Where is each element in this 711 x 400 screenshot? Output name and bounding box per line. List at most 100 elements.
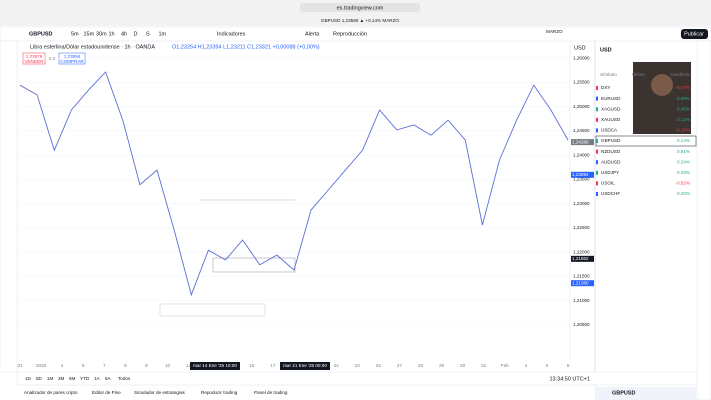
buy-label[interactable]: COMPRAR <box>60 59 84 64</box>
x-tick-label: 9 <box>145 363 148 368</box>
watchlist-change: 0.51% <box>677 149 690 154</box>
row-marker <box>596 170 598 175</box>
watchlist-symbol[interactable]: USDCA <box>601 128 618 133</box>
bottom-tab[interactable]: Repoducir trading <box>201 390 238 395</box>
y-tick-label: 1,22000 <box>573 249 590 254</box>
clock: 13:34:50 UTC+1 <box>549 376 590 382</box>
y-tick-label: 1,22500 <box>573 225 590 230</box>
bottom-toolbar <box>16 371 698 386</box>
watchlist-symbol[interactable]: USDCHF <box>601 191 620 196</box>
watchlist-symbol[interactable]: XAUUSD <box>601 117 621 122</box>
top-toolbar <box>0 26 711 42</box>
left-toolbar <box>0 40 18 373</box>
buy-price[interactable]: 1,23594 <box>64 54 81 59</box>
bottom-tab[interactable]: Editor de Pine <box>92 390 121 395</box>
x-tick-label: 6 <box>567 363 570 368</box>
y-tick-label: 1,26000 <box>573 55 590 60</box>
watchlist-symbol[interactable]: NZDUSD <box>601 149 621 154</box>
watchlist-change: 0.12% <box>677 117 690 122</box>
watchlist-change: -0.10% <box>675 128 690 133</box>
y-tick-label: 1,24000 <box>573 152 590 157</box>
interval[interactable]: D <box>134 31 138 37</box>
bottom-tab[interactable]: Simulador de estrategias <box>134 390 186 395</box>
price-badge <box>571 280 594 287</box>
range-button[interactable]: YTD <box>80 376 90 381</box>
range-button[interactable]: 3M <box>58 376 65 381</box>
y-tick-label: 1,21500 <box>573 274 590 279</box>
interval[interactable]: 1m <box>159 31 167 37</box>
cursor-label-box <box>280 362 330 370</box>
range-button[interactable]: 6M <box>69 376 76 381</box>
x-tick-label: 6 <box>82 363 85 368</box>
replay[interactable]: Reproducción <box>333 31 367 37</box>
bottom-tabs <box>0 386 595 400</box>
row-marker <box>596 107 598 112</box>
x-tick-label: 30 <box>460 363 466 368</box>
footer-symbol-box <box>596 387 696 400</box>
watchlist-symbol[interactable]: GBPUSD <box>601 138 621 143</box>
tab-title[interactable]: GBPUSD 1,23580 ▲ +0,14% MARZO <box>321 18 399 23</box>
watchlist-header: Símbolo <box>600 72 617 77</box>
row-marker <box>596 96 598 101</box>
x-tick-label: 29 <box>439 363 445 368</box>
price-badge <box>571 139 594 146</box>
x-tick-label: 4 <box>525 363 528 368</box>
y-tick-label: 1,25000 <box>573 104 590 109</box>
indicators[interactable]: Indicadores <box>217 31 246 37</box>
watchlist-symbol[interactable]: XAGUSD <box>601 106 621 111</box>
y-tick-label: 1,23500 <box>573 177 590 182</box>
x-tick-label: 7 <box>103 363 106 368</box>
bottom-tab[interactable]: Panel de trading <box>254 390 288 395</box>
webcam-face <box>651 74 673 96</box>
address-bar[interactable] <box>300 3 420 12</box>
y-tick-label: 1,24500 <box>573 128 590 133</box>
interval[interactable]: 15m <box>84 31 95 37</box>
range-button[interactable]: 1A <box>94 376 101 381</box>
watchlist-change: 0.45% <box>677 106 690 111</box>
url: es.tradingview.com <box>337 5 384 11</box>
range-button[interactable]: Todos <box>118 376 131 381</box>
range-button[interactable]: 1M <box>47 376 54 381</box>
symbol[interactable]: GBPUSD <box>29 31 53 37</box>
bottom-tab[interactable]: Analizador de pares cripto <box>24 390 78 395</box>
watchlist-change: -0.07% <box>675 85 690 90</box>
watchlist-change: 0.26% <box>677 170 690 175</box>
sell-label[interactable]: VENDER <box>24 59 44 64</box>
interval[interactable]: 1h <box>109 31 115 37</box>
footer-symbol: GBPUSD <box>612 390 636 396</box>
range-button[interactable]: 1D <box>25 376 32 381</box>
range-button[interactable]: 5D <box>36 376 43 381</box>
y-tick-label: 1,25500 <box>573 80 590 85</box>
watchlist-symbol[interactable]: AUDUSD <box>601 159 621 164</box>
x-tick-label: 31 <box>481 363 487 368</box>
x-tick-label: 17 <box>270 363 276 368</box>
watchlist-header: Cambio% <box>670 72 690 77</box>
interval[interactable]: 30m <box>96 31 107 37</box>
interval[interactable]: 5m <box>71 31 79 37</box>
watchlist-symbol[interactable]: EURUSD <box>601 96 621 101</box>
alert[interactable]: Alerta <box>305 31 320 37</box>
buy-button[interactable] <box>58 52 86 65</box>
sell-button[interactable] <box>22 52 46 65</box>
interval[interactable]: 4h <box>121 31 127 37</box>
cursor-label-box <box>190 362 240 370</box>
range-button[interactable]: 5A <box>105 376 112 381</box>
x-tick-label: 16 <box>249 363 255 368</box>
watchlist-symbol[interactable]: USDJPY <box>601 170 619 175</box>
row-marker <box>596 139 598 143</box>
interval[interactable]: S <box>146 31 150 37</box>
legend-title: Libra esterlina/Dólar estadounidense · 1… <box>30 44 155 50</box>
publish[interactable]: Publicar <box>684 31 704 37</box>
publish-button[interactable] <box>681 29 708 39</box>
x-tick-label: 24 <box>376 363 382 368</box>
x-tick-label: 27 <box>397 363 403 368</box>
price-badge <box>571 255 594 262</box>
x-tick-label: 28 <box>418 363 424 368</box>
legend-ohlc: O1,23254 H1,23394 L1,23211 C1,23321 +0,0… <box>172 44 320 50</box>
watchlist-symbol[interactable]: USOIL <box>601 181 615 186</box>
sell-price[interactable]: 1,23579 <box>26 54 43 59</box>
row-marker <box>596 86 598 90</box>
watchlist-symbol[interactable]: DXY <box>601 85 610 90</box>
